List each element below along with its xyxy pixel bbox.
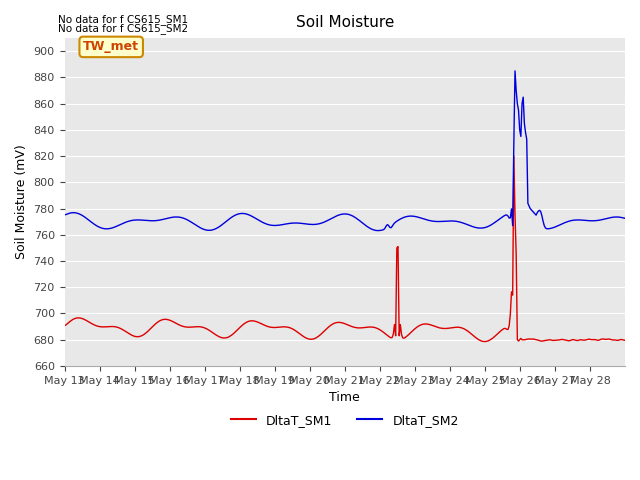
DltaT_SM1	[374, 326, 382, 332]
Text: No data for f CS615_SM1: No data for f CS615_SM1	[58, 13, 188, 24]
DltaT_SM2	[403, 214, 410, 219]
DltaT_SM1	[510, 153, 518, 159]
DltaT_SM2	[235, 211, 243, 217]
DltaT_SM2	[61, 212, 68, 218]
DltaT_SM1	[621, 337, 629, 343]
DltaT_SM2	[511, 68, 519, 74]
DltaT_SM2	[621, 216, 629, 221]
Title: Soil Moisture: Soil Moisture	[296, 15, 394, 30]
DltaT_SM2	[374, 228, 382, 233]
DltaT_SM1	[472, 335, 480, 341]
DltaT_SM1	[235, 325, 243, 331]
DltaT_SM2	[297, 220, 305, 226]
Text: TW_met: TW_met	[83, 40, 140, 53]
DltaT_SM2	[376, 228, 383, 233]
Line: DltaT_SM2: DltaT_SM2	[65, 71, 625, 230]
DltaT_SM2	[474, 225, 481, 231]
Y-axis label: Soil Moisture (mV): Soil Moisture (mV)	[15, 144, 28, 259]
Line: DltaT_SM1: DltaT_SM1	[65, 156, 625, 342]
DltaT_SM1	[61, 323, 68, 328]
X-axis label: Time: Time	[330, 391, 360, 404]
Text: No data for f CS615_SM2: No data for f CS615_SM2	[58, 23, 188, 34]
DltaT_SM1	[572, 337, 580, 343]
Legend: DltaT_SM1, DltaT_SM2: DltaT_SM1, DltaT_SM2	[226, 409, 463, 432]
DltaT_SM1	[481, 339, 488, 345]
DltaT_SM1	[297, 332, 305, 337]
DltaT_SM1	[401, 335, 409, 340]
DltaT_SM2	[572, 217, 580, 223]
